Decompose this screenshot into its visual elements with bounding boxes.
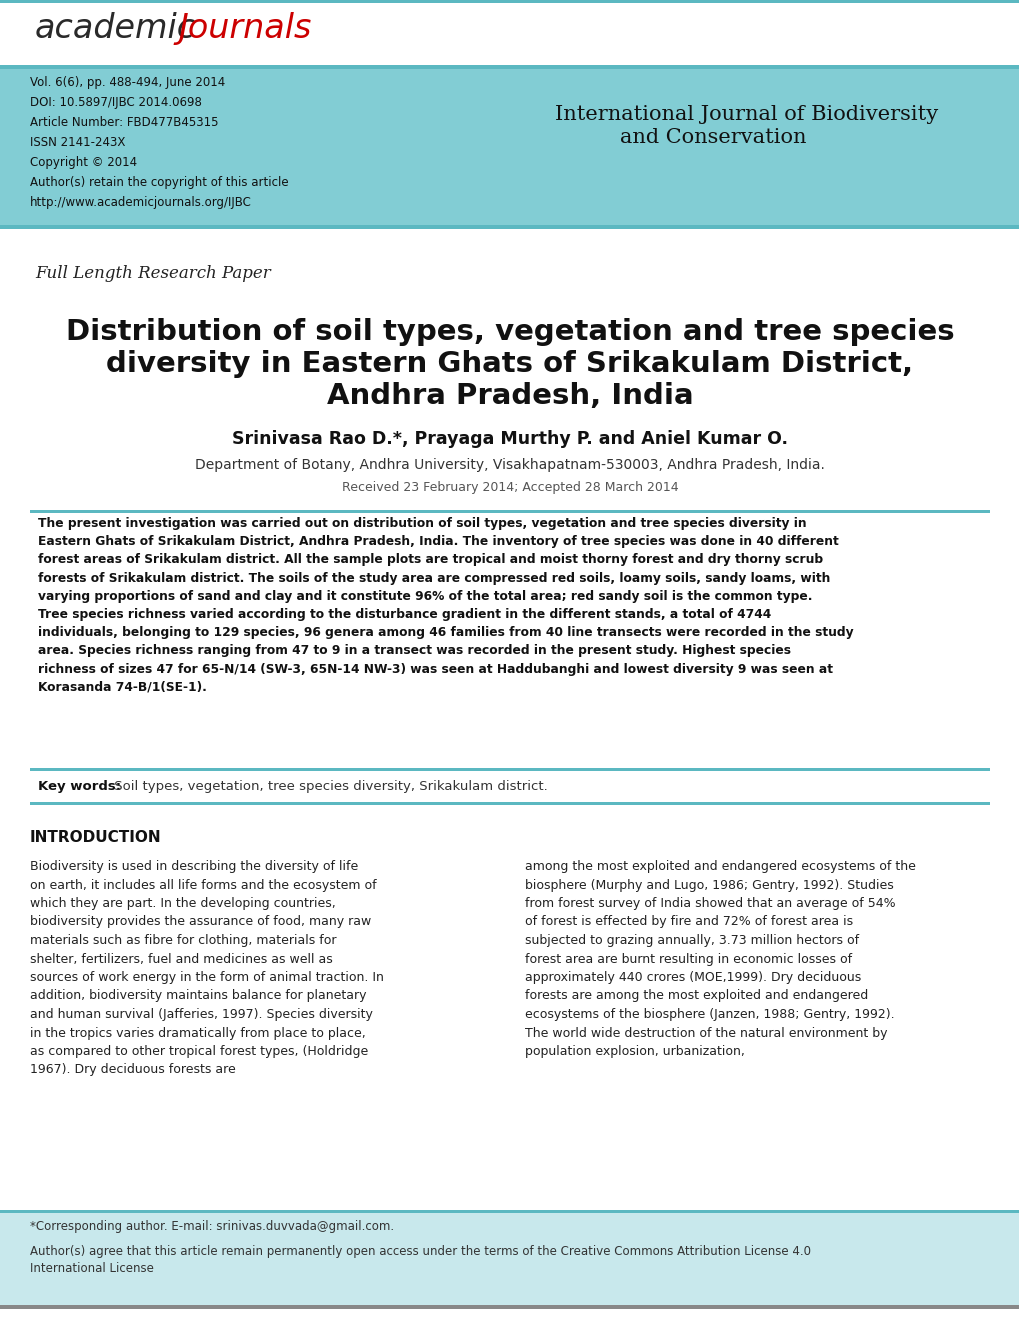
Text: The present investigation was carried out on distribution of soil types, vegetat: The present investigation was carried ou… bbox=[38, 517, 853, 694]
Text: Srinivasa Rao D.*, Prayaga Murthy P. and Aniel Kumar O.: Srinivasa Rao D.*, Prayaga Murthy P. and… bbox=[231, 430, 788, 447]
Bar bbox=[0, 1210, 1019, 1213]
Text: diversity in Eastern Ghats of Srikakulam District,: diversity in Eastern Ghats of Srikakulam… bbox=[106, 350, 913, 378]
Bar bbox=[0, 1305, 1019, 1309]
Text: *Corresponding author. E-mail: srinivas.duvvada@gmail.com.: *Corresponding author. E-mail: srinivas.… bbox=[30, 1220, 393, 1233]
Bar bbox=[0, 69, 1019, 224]
Text: Received 23 February 2014; Accepted 28 March 2014: Received 23 February 2014; Accepted 28 M… bbox=[341, 480, 678, 494]
Text: Author(s) agree that this article remain permanently open access under the terms: Author(s) agree that this article remain… bbox=[30, 1245, 810, 1275]
Text: Copyright © 2014: Copyright © 2014 bbox=[30, 156, 137, 169]
Text: http://www.academicjournals.org/IJBC: http://www.academicjournals.org/IJBC bbox=[30, 195, 252, 209]
Text: Biodiversity is used in describing the diversity of life
on earth, it includes a: Biodiversity is used in describing the d… bbox=[30, 861, 383, 1077]
Text: Full Length Research Paper: Full Length Research Paper bbox=[35, 265, 270, 282]
Text: DOI: 10.5897/IJBC 2014.0698: DOI: 10.5897/IJBC 2014.0698 bbox=[30, 96, 202, 110]
Bar bbox=[30, 803, 989, 805]
Bar bbox=[30, 510, 989, 513]
Text: International Journal of Biodiversity: International Journal of Biodiversity bbox=[554, 106, 937, 124]
Bar bbox=[0, 65, 1019, 69]
Text: Vol. 6(6), pp. 488-494, June 2014: Vol. 6(6), pp. 488-494, June 2014 bbox=[30, 77, 225, 88]
Text: Journals: Journals bbox=[178, 12, 311, 45]
Text: INTRODUCTION: INTRODUCTION bbox=[30, 830, 161, 845]
Text: Department of Botany, Andhra University, Visakhapatnam-530003, Andhra Pradesh, I: Department of Botany, Andhra University,… bbox=[195, 458, 824, 473]
Bar bbox=[0, 1210, 1019, 1305]
Text: ISSN 2141-243X: ISSN 2141-243X bbox=[30, 136, 125, 149]
Text: Andhra Pradesh, India: Andhra Pradesh, India bbox=[326, 381, 693, 411]
Text: among the most exploited and endangered ecosystems of the
biosphere (Murphy and : among the most exploited and endangered … bbox=[525, 861, 915, 1059]
Bar bbox=[30, 768, 989, 771]
Bar bbox=[0, 0, 1019, 3]
Text: Article Number: FBD477B45315: Article Number: FBD477B45315 bbox=[30, 116, 218, 129]
Bar bbox=[0, 224, 1019, 228]
Text: and Conservation: and Conservation bbox=[620, 128, 806, 147]
Text: Author(s) retain the copyright of this article: Author(s) retain the copyright of this a… bbox=[30, 176, 288, 189]
Text: Distribution of soil types, vegetation and tree species: Distribution of soil types, vegetation a… bbox=[65, 318, 954, 346]
Text: academic: academic bbox=[35, 12, 196, 45]
Text: Key words:: Key words: bbox=[38, 780, 121, 793]
Text: Soil types, vegetation, tree species diversity, Srikakulam district.: Soil types, vegetation, tree species div… bbox=[110, 780, 547, 793]
